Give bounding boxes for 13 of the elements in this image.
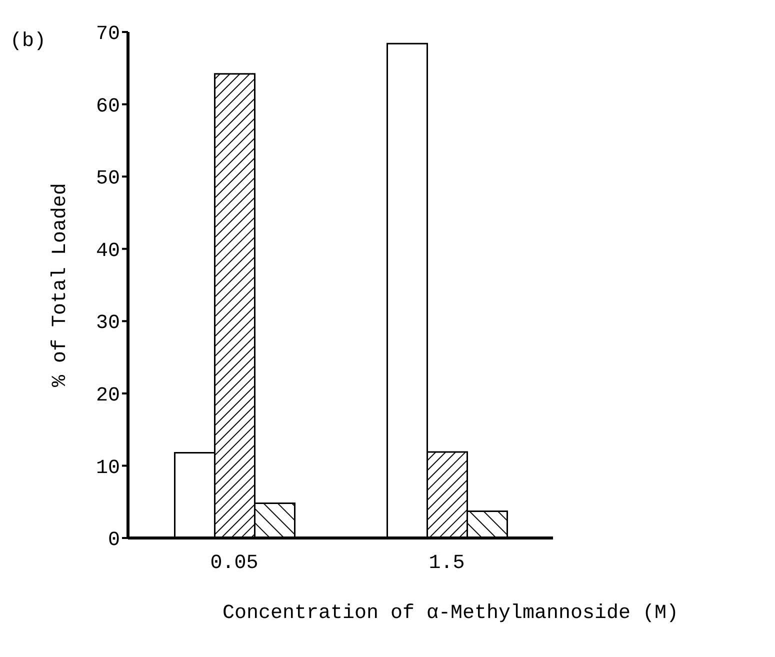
y-tick-label: 20 <box>96 384 120 408</box>
x-tick-label: 0.05 <box>210 552 258 576</box>
x-axis-title: Concentration of α-Methylmannoside (M) <box>222 602 679 625</box>
y-tick-label: 10 <box>96 456 120 480</box>
y-tick-label: 30 <box>96 312 120 336</box>
y-tick-label: 40 <box>96 240 120 263</box>
y-tick-label: 70 <box>96 23 120 46</box>
y-tick-label: 0 <box>108 529 120 552</box>
y-tick-label: 50 <box>96 168 120 191</box>
y-axis-title: % of Total Loaded <box>49 182 72 388</box>
x-tick-label: 1.5 <box>428 552 465 576</box>
y-tick-label: 60 <box>96 95 120 118</box>
text: (b) <box>10 30 46 53</box>
